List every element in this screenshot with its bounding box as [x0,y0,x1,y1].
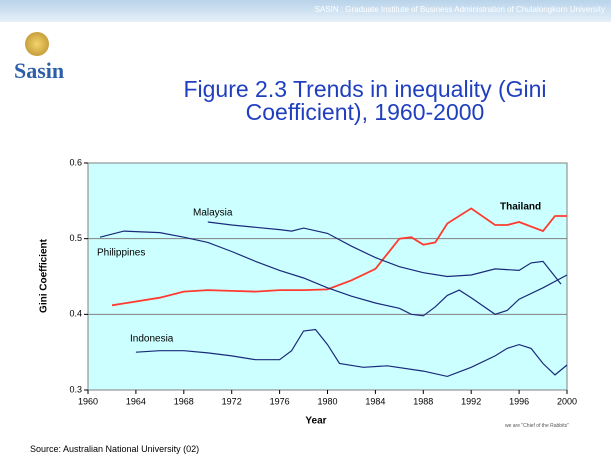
slogan: we are "Chief of the Rabbits" [505,423,569,429]
series-line [135,328,568,378]
x-tick-label: 1972 [222,396,242,406]
x-tick-label: 1984 [365,396,385,406]
logo: Sasin [14,58,65,83]
series-label: Malaysia [193,208,233,219]
chart-title: Figure 2.3 Trends in inequality (Gini Co… [183,76,547,125]
x-tick-label: 1960 [78,396,98,406]
y-axis-label: Gini Coefficient [39,238,50,313]
y-tick-label: 0.5 [69,233,82,243]
source-note: Source: Australian National University (… [30,444,200,454]
series-line [207,221,562,285]
x-tick-label: 1980 [317,396,337,406]
x-tick-label: 1996 [509,396,529,406]
series-line [111,207,567,307]
y-tick-label: 0.3 [69,384,82,394]
x-tick-label: 1964 [126,396,146,406]
series-label: Philippines [97,248,145,259]
logo-seal [25,32,49,56]
y-tick-label: 0.4 [69,309,82,319]
banner: SASIN : Graduate Institute of Business A… [0,0,611,22]
y-tick-label: 0.6 [69,157,82,167]
x-axis-label: Year [305,416,326,427]
x-tick-label: 1992 [461,396,481,406]
series-label: Indonesia [130,334,174,345]
series-label: Thailand [500,202,541,213]
x-tick-label: 1976 [270,396,290,406]
plot-area [87,162,568,391]
banner-text: SASIN : Graduate Institute of Business A… [314,5,605,14]
x-tick-label: 1968 [174,396,194,406]
series-line [99,230,568,317]
x-tick-label: 1988 [413,396,433,406]
x-tick-label: 2000 [557,396,577,406]
